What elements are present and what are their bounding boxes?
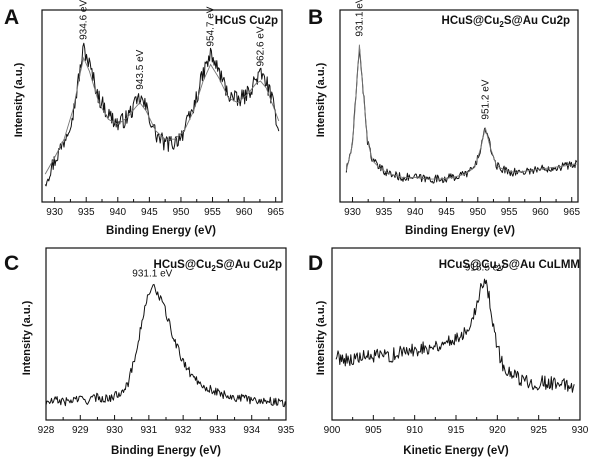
peak-label: 934.6 eV bbox=[79, 0, 90, 40]
x-tick-label: 960 bbox=[532, 207, 549, 218]
x-tick-label: 932 bbox=[175, 425, 192, 436]
y-axis-label: Intensity (a.u.) bbox=[21, 300, 33, 375]
x-axis-ticks: 930 935 940 945 950 955 960 965 bbox=[46, 197, 284, 218]
x-tick-label: 955 bbox=[204, 207, 221, 218]
data-series bbox=[44, 42, 280, 187]
panel-c: C HCuS@Cu2S@Au Cu2p Intensity (a.u.) Bin… bbox=[4, 247, 295, 457]
peak-label: 918.5 eV bbox=[465, 263, 505, 274]
annotations: 918.5 eV bbox=[465, 263, 505, 274]
plot-frame bbox=[41, 9, 283, 203]
plot-frame bbox=[339, 9, 579, 203]
spectrum-data-line bbox=[335, 278, 575, 393]
chart-title: HCuS Cu2p bbox=[215, 15, 278, 27]
panel-label-d: D bbox=[308, 252, 323, 275]
x-tick-label: 945 bbox=[438, 207, 455, 218]
x-tick-label: 910 bbox=[406, 425, 423, 436]
y-axis-label: Intensity (a.u.) bbox=[13, 62, 25, 137]
x-tick-label: 940 bbox=[109, 207, 126, 218]
x-tick-label: 931 bbox=[141, 425, 158, 436]
plot-frame bbox=[331, 247, 581, 421]
peak-label: 962.6 eV bbox=[256, 26, 267, 66]
x-tick-label: 930 bbox=[344, 207, 361, 218]
x-tick-label: 925 bbox=[530, 425, 547, 436]
x-tick-label: 930 bbox=[46, 207, 63, 218]
chart-title: HCuS@Cu2S@Au CuLMM bbox=[439, 259, 580, 273]
panel-label-a: A bbox=[4, 6, 19, 29]
x-tick-label: 915 bbox=[448, 425, 465, 436]
peak-label: 931.1 eV bbox=[132, 268, 172, 279]
x-tick-label: 960 bbox=[236, 207, 253, 218]
peak-label: 954.7 eV bbox=[206, 6, 217, 46]
panel-label-c: C bbox=[4, 252, 19, 275]
data-series bbox=[335, 278, 575, 393]
x-tick-label: 929 bbox=[72, 425, 89, 436]
data-series bbox=[45, 283, 287, 408]
x-tick-label: 905 bbox=[365, 425, 382, 436]
spectrum-data-line bbox=[45, 283, 287, 408]
fit-line bbox=[44, 56, 280, 175]
x-tick-label: 930 bbox=[572, 425, 589, 436]
x-axis-ticks: 928 929 930 931 932 933 934 935 bbox=[38, 415, 295, 436]
x-tick-label: 900 bbox=[324, 425, 341, 436]
chart-title: HCuS@Cu2S@Au Cu2p bbox=[154, 259, 282, 273]
chart-title: HCuS@Cu2S@Au Cu2p bbox=[442, 15, 570, 29]
panel-a: A HCuS Cu2p Intensity (a.u.) Binding Ene… bbox=[4, 0, 284, 237]
x-axis-label: Kinetic Energy (eV) bbox=[403, 445, 509, 457]
x-tick-label: 930 bbox=[106, 425, 123, 436]
x-axis-label: Binding Energy (eV) bbox=[106, 225, 216, 237]
x-tick-label: 920 bbox=[489, 425, 506, 436]
annotations: 931.1 eV 951.2 eV bbox=[354, 0, 491, 120]
x-axis-label: Binding Energy (eV) bbox=[111, 445, 221, 457]
x-tick-label: 965 bbox=[267, 207, 284, 218]
annotations: 931.1 eV bbox=[132, 268, 172, 279]
y-axis-label: Intensity (a.u.) bbox=[315, 62, 327, 137]
data-series bbox=[345, 44, 578, 184]
peak-label: 943.5 eV bbox=[135, 49, 146, 89]
y-axis-label: Intensity (a.u.) bbox=[315, 300, 327, 375]
x-axis-label: Binding Energy (eV) bbox=[405, 225, 515, 237]
panel-b: B HCuS@Cu2S@Au Cu2p Intensity (a.u.) Bin… bbox=[308, 0, 581, 237]
spectrum-data-line bbox=[345, 48, 578, 184]
x-tick-label: 955 bbox=[501, 207, 518, 218]
x-tick-label: 965 bbox=[563, 207, 580, 218]
x-tick-label: 934 bbox=[243, 425, 260, 436]
x-tick-label: 950 bbox=[173, 207, 190, 218]
fit-line bbox=[345, 44, 577, 180]
panel-d: D HCuS@Cu2S@Au CuLMM Intensity (a.u.) Ki… bbox=[308, 247, 589, 457]
x-tick-label: 945 bbox=[141, 207, 158, 218]
x-axis-ticks: 900 905 910 915 920 925 930 bbox=[324, 415, 589, 436]
peak-label: 951.2 eV bbox=[480, 79, 491, 119]
x-tick-label: 935 bbox=[78, 207, 95, 218]
annotations: 934.6 eV 943.5 eV 954.7 eV 962.6 eV bbox=[79, 0, 267, 90]
x-tick-label: 933 bbox=[209, 425, 226, 436]
x-tick-label: 935 bbox=[278, 425, 295, 436]
panel-label-b: B bbox=[308, 6, 323, 29]
x-tick-label: 940 bbox=[407, 207, 424, 218]
spectrum-data-line bbox=[44, 42, 280, 187]
x-axis-ticks: 930 935 940 945 950 955 960 965 bbox=[344, 197, 581, 218]
peak-label: 931.1 eV bbox=[354, 0, 365, 37]
x-tick-label: 950 bbox=[469, 207, 486, 218]
x-tick-label: 935 bbox=[375, 207, 392, 218]
x-tick-label: 928 bbox=[38, 425, 55, 436]
